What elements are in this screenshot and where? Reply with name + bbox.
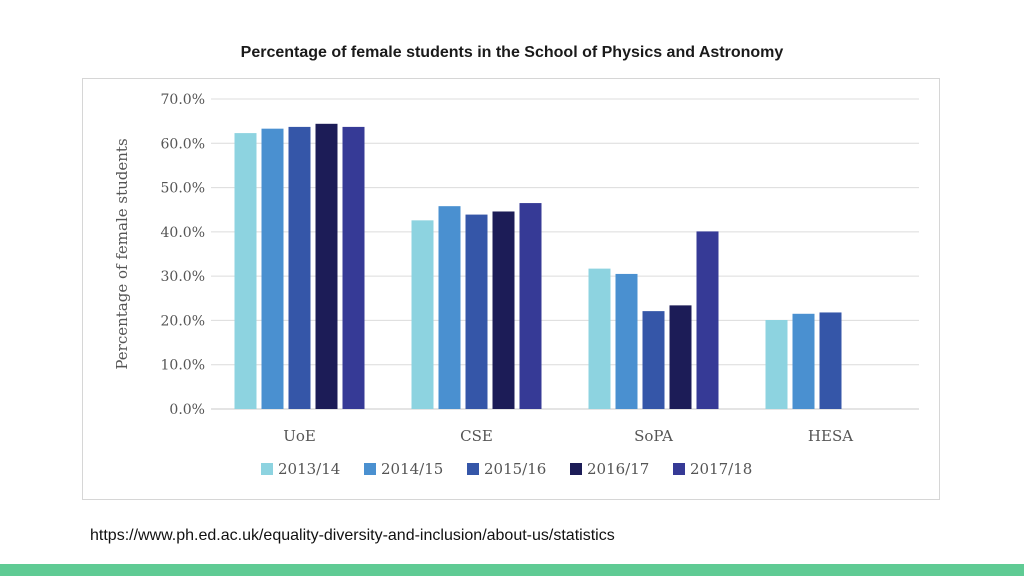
- y-tick-label: 60.0%: [161, 136, 205, 152]
- bar-hesa-2013-14: [765, 319, 788, 409]
- y-axis-title: Percentage of female students: [113, 138, 131, 369]
- y-tick-label: 30.0%: [161, 269, 205, 285]
- bar-uoe-2014-15: [261, 128, 284, 409]
- y-tick-label: 10.0%: [161, 358, 205, 374]
- slide-title: Percentage of female students in the Sch…: [240, 44, 784, 61]
- bar-cse-2015-16: [465, 214, 488, 409]
- bar-chart: 0.0%10.0%20.0%30.0%40.0%50.0%60.0%70.0% …: [113, 92, 919, 478]
- bar-sopa-2017-18: [696, 231, 719, 409]
- legend-swatch: [570, 463, 582, 475]
- accent-bar: [0, 564, 1024, 576]
- category-label: UoE: [283, 427, 316, 445]
- category-label: CSE: [460, 427, 493, 445]
- category-label: HESA: [808, 427, 853, 445]
- category-label: SoPA: [634, 427, 673, 445]
- bars: [234, 123, 842, 410]
- bar-cse-2013-14: [411, 220, 434, 409]
- bar-sopa-2014-15: [615, 273, 638, 409]
- bar-hesa-2015-16: [819, 312, 842, 409]
- y-tick-label: 70.0%: [161, 92, 205, 108]
- bar-sopa-2016-17: [669, 305, 692, 409]
- y-tick-label: 50.0%: [161, 181, 205, 197]
- bar-sopa-2015-16: [642, 311, 665, 409]
- legend-label: 2015/16: [484, 460, 546, 478]
- legend-label: 2014/15: [381, 460, 443, 478]
- source-url[interactable]: https://www.ph.ed.ac.uk/equality-diversi…: [90, 527, 615, 544]
- y-tick-labels: 0.0% 10.0% 20.0% 30.0% 40.0% 50.0% 60.0% 70.0%: [161, 92, 205, 418]
- bar-uoe-2015-16: [288, 126, 311, 410]
- y-tick-label: 0.0%: [169, 402, 205, 418]
- legend-label: 2013/14: [278, 460, 340, 478]
- y-tick-label: 40.0%: [161, 225, 205, 241]
- bar-sopa-2013-14: [588, 268, 611, 409]
- legend-swatch: [261, 463, 273, 475]
- legend-swatch: [467, 463, 479, 475]
- bar-hesa-2014-15: [792, 313, 815, 409]
- legend-swatch: [364, 463, 376, 475]
- legend-label: 2016/17: [587, 460, 649, 478]
- legend-swatch: [673, 463, 685, 475]
- y-tick-label: 20.0%: [161, 313, 205, 329]
- bar-uoe-2017-18: [342, 126, 365, 410]
- bar-cse-2017-18: [519, 203, 542, 409]
- legend: 2013/14 2014/15 2015/16 2016/17 2017/18: [261, 460, 752, 478]
- category-labels: UoE CSE SoPA HESA: [283, 427, 853, 445]
- bar-uoe-2016-17: [315, 123, 338, 410]
- legend-label: 2017/18: [690, 460, 752, 478]
- bar-uoe-2013-14: [234, 133, 257, 409]
- chart-frame: 0.0% 10.0% 20.0% 30.0% 40.0% 50.0% 60.0% 70.0% …: [82, 78, 940, 500]
- bar-cse-2016-17: [492, 211, 515, 409]
- bar-cse-2014-15: [438, 206, 461, 409]
